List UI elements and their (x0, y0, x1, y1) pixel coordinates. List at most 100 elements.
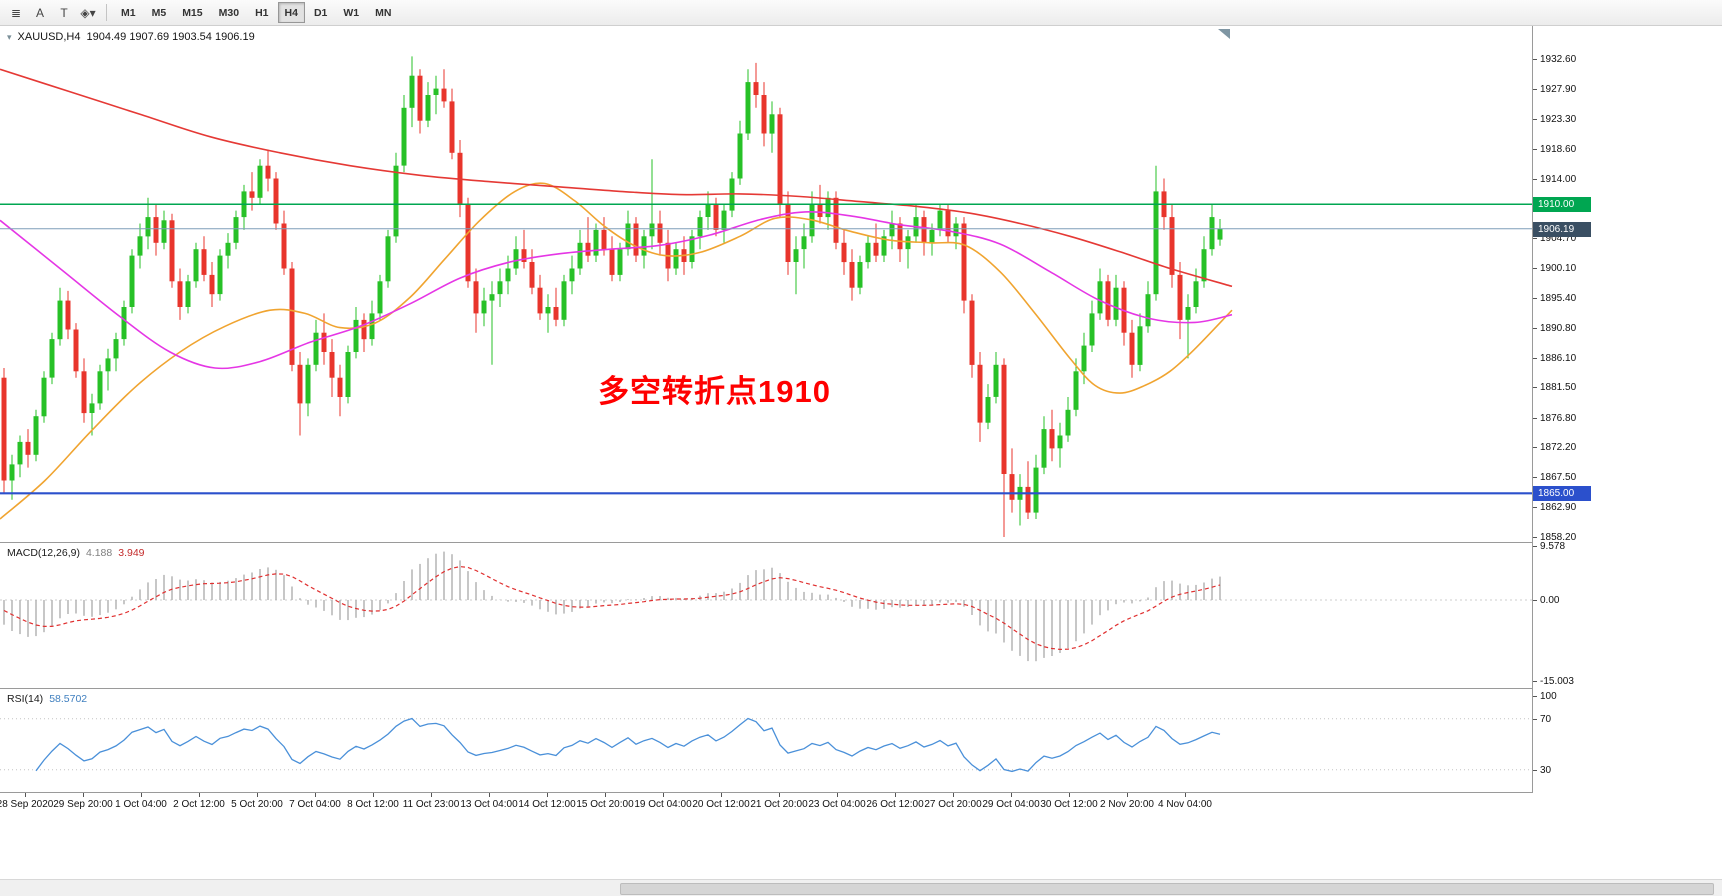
candle-body (1201, 249, 1207, 282)
candle-body (89, 403, 95, 413)
price-tick (1533, 59, 1537, 60)
candle-body (945, 210, 951, 237)
macd-scale-zero-label: 0.00 (1540, 595, 1560, 606)
rsi-panel-canvas[interactable] (0, 689, 1532, 792)
rsi-scale-30-label: 30 (1540, 765, 1552, 776)
macd-scale-bottom-label: -15.003 (1540, 676, 1574, 687)
timeframe-m15-button[interactable]: M15 (182, 6, 203, 19)
time-tick-label: 30 Oct 12:00 (1040, 799, 1098, 810)
chart-properties-icon[interactable]: ≣ (10, 5, 22, 20)
price-tick (1533, 537, 1537, 538)
candle-body (49, 339, 55, 378)
candle-body (833, 197, 839, 243)
price-tick-label: 1932.60 (1540, 54, 1577, 65)
price-chart-canvas[interactable] (0, 26, 1532, 542)
panel-separator[interactable] (0, 688, 1594, 689)
candle-body (905, 236, 911, 250)
price-tick (1533, 477, 1537, 478)
candle-body (409, 75, 415, 108)
candle-body (1217, 228, 1223, 240)
macd-scale-zero-tick (1533, 600, 1537, 601)
horizontal-scrollbar[interactable] (0, 879, 1722, 896)
time-tick (895, 793, 896, 797)
ma-orange-line (0, 182, 1233, 520)
toolbar-tools: ≣ A T ◈▾ (4, 2, 100, 24)
candle-body (561, 281, 567, 320)
candle-body (1097, 281, 1103, 314)
candle-body (1185, 307, 1191, 320)
price-tick (1533, 418, 1537, 419)
price-tick (1533, 268, 1537, 269)
price-tick (1533, 358, 1537, 359)
line-studies-dropdown[interactable]: ◈▾ (80, 5, 96, 20)
candle-body (345, 352, 351, 397)
price-tick (1533, 119, 1537, 120)
macd-indicator-label: MACD(12,26,9) 4.188 3.949 (7, 547, 145, 559)
time-tick (141, 793, 142, 797)
chart-shift-marker[interactable] (1218, 29, 1230, 39)
timeframe-w1-button[interactable]: W1 (343, 6, 360, 19)
time-tick (431, 793, 432, 797)
timeframe-m30-button[interactable]: M30 (218, 6, 240, 19)
price-tick (1533, 447, 1537, 448)
price-tick-label: 1914.00 (1540, 174, 1577, 185)
oneclick-expand-icon[interactable]: ▾ (7, 31, 12, 42)
text-label-button[interactable]: T (60, 5, 68, 20)
candle-body (881, 236, 887, 256)
time-tick (663, 793, 664, 797)
time-tick-label: 13 Oct 04:00 (460, 799, 518, 810)
macd-name: MACD(12,26,9) (7, 547, 80, 559)
time-tick-label: 8 Oct 12:00 (347, 799, 399, 810)
timeframe-m5-button[interactable]: M5 (151, 6, 167, 19)
text-annotation-button[interactable]: A (35, 5, 44, 20)
timeframe-d1-button[interactable]: D1 (313, 6, 328, 19)
candle-body (697, 217, 703, 237)
time-tick (1011, 793, 1012, 797)
candle-body (569, 268, 575, 282)
time-tick (489, 793, 490, 797)
candle-body (769, 114, 775, 134)
timeframe-mn-button[interactable]: MN (375, 6, 392, 19)
candle-body (553, 307, 559, 320)
candle-body (921, 217, 927, 243)
candle-body (273, 178, 279, 224)
time-tick (837, 793, 838, 797)
candle-body (249, 191, 255, 198)
price-tick (1533, 298, 1537, 299)
time-tick (547, 793, 548, 797)
price-tick (1533, 89, 1537, 90)
candle-body (521, 249, 527, 262)
candle-body (601, 229, 607, 250)
timeframe-h4-button[interactable]: H4 (277, 2, 305, 23)
timeframe-m1-button[interactable]: M1 (121, 6, 136, 19)
timeframe-buttons: M1 M5 M15 M30 H1 H4 D1 W1 MN (113, 2, 399, 23)
time-tick-label: 2 Nov 20:00 (1100, 799, 1154, 810)
candle-body (281, 223, 287, 269)
candle-body (97, 371, 103, 404)
price-tag-1910.00: 1910.00 (1533, 197, 1591, 212)
candle-body (473, 281, 479, 314)
candle-body (873, 242, 879, 256)
timeframe-h1-button[interactable]: H1 (255, 6, 269, 19)
time-axis[interactable]: 28 Sep 2020 29 Sep 20:00 1 Oct 04:00 2 Oct … (0, 793, 1594, 815)
macd-panel-canvas[interactable] (0, 543, 1532, 689)
candle-body (753, 82, 759, 95)
candle-body (257, 165, 263, 198)
candle-body (129, 255, 135, 307)
scrollbar-thumb[interactable] (620, 883, 1714, 895)
candle-body (177, 281, 183, 307)
price-scale[interactable]: 1932.601927.901923.301918.601914.001909.… (1533, 26, 1594, 793)
candle-body (393, 165, 399, 237)
candle-body (417, 75, 423, 121)
candle-body (1169, 217, 1175, 275)
candle-body (961, 223, 967, 301)
candle-body (825, 197, 831, 218)
panel-separator[interactable] (0, 542, 1594, 543)
time-tick-label: 11 Oct 23:00 (402, 799, 460, 810)
time-tick (25, 793, 26, 797)
time-tick-label: 7 Oct 04:00 (289, 799, 341, 810)
time-tick (199, 793, 200, 797)
candle-body (1033, 467, 1039, 513)
candle-body (1049, 429, 1055, 449)
candle-body (537, 287, 543, 314)
